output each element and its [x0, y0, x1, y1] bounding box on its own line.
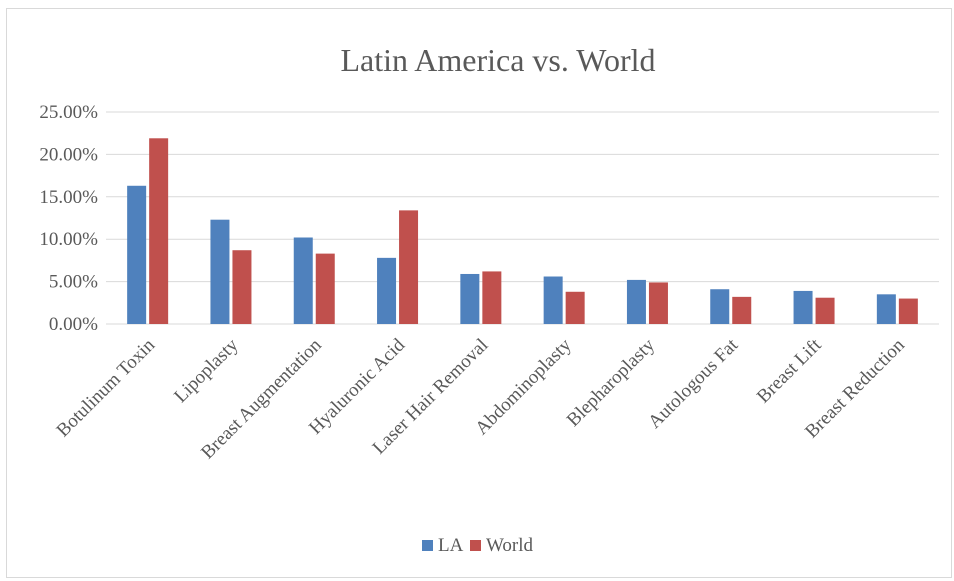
- bar-la: [127, 185, 147, 324]
- legend-label: World: [486, 535, 534, 556]
- bar-la: [793, 290, 813, 324]
- x-tick-label: Autologous Fat: [644, 334, 743, 433]
- bar-la: [876, 294, 896, 324]
- chart-title: Latin America vs. World: [341, 42, 656, 78]
- bar-la: [626, 279, 646, 324]
- bar-world: [898, 298, 918, 324]
- bar-world: [482, 271, 502, 324]
- bar-la: [543, 276, 563, 324]
- y-tick-label: 15.00%: [39, 187, 98, 208]
- bar-la: [460, 273, 480, 324]
- bar-world: [149, 138, 169, 324]
- bar-world: [399, 210, 419, 324]
- legend: LA World: [422, 535, 534, 556]
- bar-la: [377, 257, 397, 324]
- bar-la: [293, 237, 313, 324]
- y-tick-label: 10.00%: [39, 229, 98, 250]
- x-tick-label: Lipoplasty: [170, 334, 243, 407]
- y-tick-label: 5.00%: [49, 272, 98, 293]
- bar-la: [210, 219, 230, 324]
- gridlines: [106, 111, 939, 325]
- bar-world: [315, 253, 335, 324]
- bar-world: [648, 282, 668, 324]
- legend-swatch: [470, 540, 481, 551]
- bars: [127, 138, 918, 324]
- legend-label: LA: [438, 535, 464, 556]
- bar-world: [815, 297, 835, 324]
- x-tick-label: Botulinum Toxin: [53, 334, 160, 441]
- y-tick-label: 25.00%: [39, 102, 98, 123]
- x-tick-label: Breast Lift: [753, 334, 826, 407]
- bar-chart: Latin America vs. World 0.00% 5.00% 10.00%…: [39, 42, 939, 556]
- y-tick-label: 20.00%: [39, 144, 98, 165]
- bar-world: [232, 250, 252, 324]
- bar-world: [732, 296, 752, 324]
- y-axis-ticks: 0.00% 5.00% 10.00% 15.00% 20.00% 25.00%: [39, 102, 98, 335]
- legend-swatch: [422, 540, 433, 551]
- chart-frame: Latin America vs. World 0.00% 5.00% 10.00%…: [6, 8, 952, 578]
- y-tick-label: 0.00%: [49, 314, 98, 335]
- bar-la: [710, 289, 730, 324]
- bar-world: [565, 291, 585, 324]
